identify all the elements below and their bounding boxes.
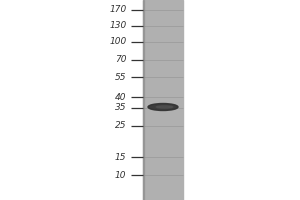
Bar — [143, 0, 183, 200]
Text: 35: 35 — [115, 104, 127, 112]
Text: 10: 10 — [115, 170, 127, 180]
Text: 70: 70 — [115, 55, 127, 64]
Ellipse shape — [148, 104, 178, 110]
Text: 170: 170 — [109, 5, 127, 15]
Text: 55: 55 — [115, 72, 127, 82]
Bar — [143, 0, 144, 200]
Text: 100: 100 — [109, 38, 127, 46]
Ellipse shape — [156, 106, 173, 108]
Text: 15: 15 — [115, 153, 127, 162]
Text: 130: 130 — [109, 21, 127, 30]
Text: 25: 25 — [115, 121, 127, 130]
Text: 40: 40 — [115, 92, 127, 102]
